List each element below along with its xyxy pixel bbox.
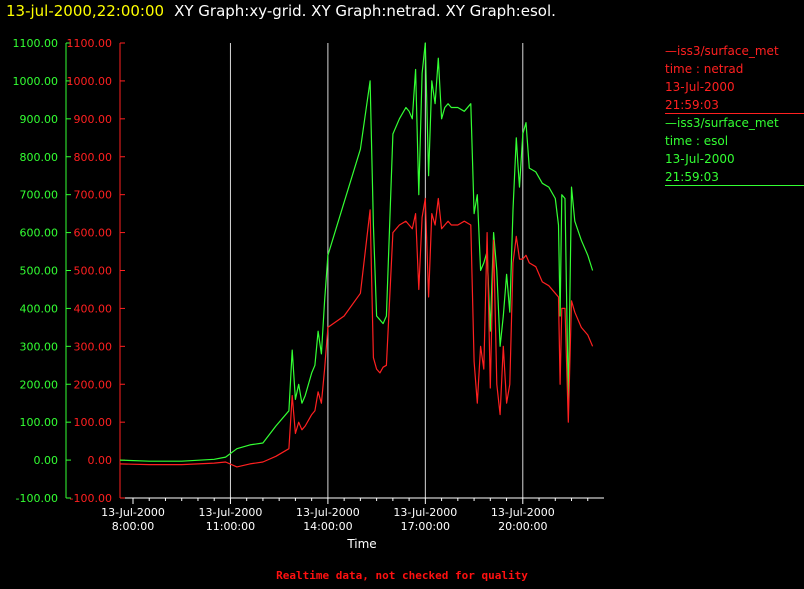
x-axis-label: Time — [346, 537, 376, 551]
left-y-tick-label: 100.00 — [20, 416, 59, 429]
right-y-tick-label: 0.00 — [88, 454, 113, 467]
left-y-tick-label: 800.00 — [20, 151, 59, 164]
left-y-tick-label: -100.00 — [16, 492, 58, 505]
legend-date: 13-Jul-2000 — [665, 152, 735, 166]
right-y-tick-label: 1000.00 — [67, 75, 113, 88]
legend-divider — [665, 113, 804, 114]
right-y-tick-label: 1100.00 — [67, 37, 113, 50]
x-tick-label-time: 14:00:00 — [303, 520, 352, 533]
right-y-tick-label: 300.00 — [74, 340, 113, 353]
left-y-tick-label: 900.00 — [20, 113, 59, 126]
legend-esol: —iss3/surface_met time : esol 13-Jul-200… — [665, 114, 804, 186]
left-y-tick-label: 700.00 — [20, 189, 59, 202]
legend-netrad: —iss3/surface_met time : netrad 13-Jul-2… — [665, 42, 804, 114]
left-y-tick-label: 200.00 — [20, 378, 59, 391]
right-y-tick-label: 200.00 — [74, 378, 113, 391]
x-tick-label-time: 11:00:00 — [206, 520, 255, 533]
left-y-tick-label: 1000.00 — [13, 75, 59, 88]
x-tick-label-date: 13-Jul-2000 — [296, 506, 360, 519]
right-y-tick-label: 800.00 — [74, 151, 113, 164]
left-y-tick-label: 400.00 — [20, 302, 59, 315]
x-tick-label-date: 13-Jul-2000 — [393, 506, 457, 519]
legend-date: 13-Jul-2000 — [665, 80, 735, 94]
right-y-tick-label: -100.00 — [70, 492, 112, 505]
x-tick-label-time: 8:00:00 — [112, 520, 154, 533]
x-tick-label-date: 13-Jul-2000 — [491, 506, 555, 519]
left-y-tick-label: 0.00 — [34, 454, 59, 467]
right-y-tick-label: 900.00 — [74, 113, 113, 126]
series-line-time-esol — [119, 42, 594, 462]
right-y-tick-label: 100.00 — [74, 416, 113, 429]
timestamp: 13-jul-2000,22:00:00 — [6, 2, 165, 20]
right-y-tick-label: 500.00 — [74, 265, 113, 278]
legend-variable: time : netrad — [665, 62, 744, 76]
left-y-tick-label: 500.00 — [20, 265, 59, 278]
legend-source: —iss3/surface_met — [665, 44, 779, 58]
right-y-tick-label: 600.00 — [74, 227, 113, 240]
x-tick-label-time: 20:00:00 — [498, 520, 547, 533]
left-y-tick-label: 1100.00 — [13, 37, 59, 50]
data-quality-notice: Realtime data, not checked for quality — [276, 569, 528, 582]
legend-source: —iss3/surface_met — [665, 116, 779, 130]
legend-time: 21:59:03 — [665, 98, 719, 112]
x-tick-label-date: 13-Jul-2000 — [199, 506, 263, 519]
series-line-time-netrad — [119, 197, 594, 468]
right-y-tick-label: 700.00 — [74, 189, 113, 202]
legend-time: 21:59:03 — [665, 170, 719, 184]
x-tick-label-date: 13-Jul-2000 — [101, 506, 165, 519]
left-y-tick-label: 300.00 — [20, 340, 59, 353]
left-y-tick-label: 600.00 — [20, 227, 59, 240]
graph-title: XY Graph:xy-grid. XY Graph:netrad. XY Gr… — [174, 2, 556, 20]
header: 13-jul-2000,22:00:00 XY Graph:xy-grid. XY… — [6, 2, 556, 20]
legend-divider — [665, 185, 804, 186]
x-tick-label-time: 17:00:00 — [401, 520, 450, 533]
legend-variable: time : esol — [665, 134, 729, 148]
right-y-tick-label: 400.00 — [74, 302, 113, 315]
